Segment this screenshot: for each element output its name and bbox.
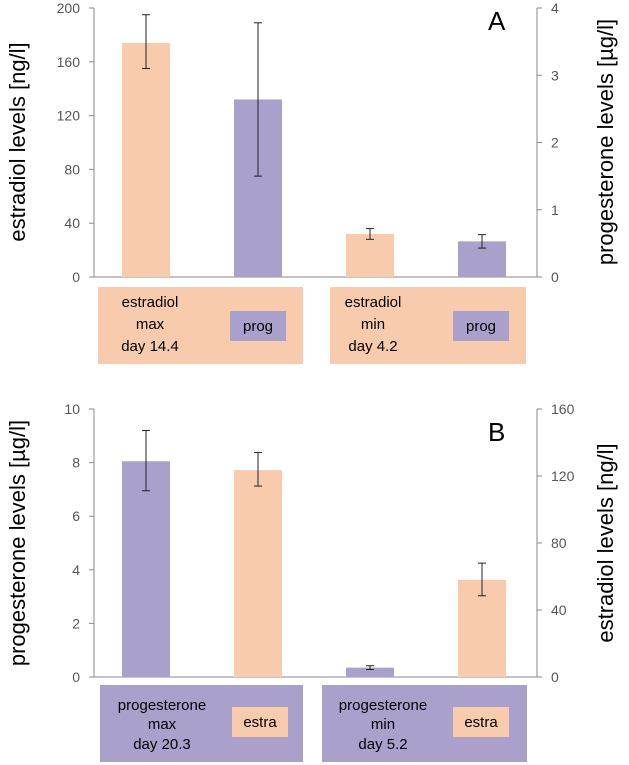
panel-b-right-ticks: 0 40 80 120 160: [537, 401, 575, 685]
panel-b-group-2-line-2: min: [371, 716, 395, 733]
panel-a-right-tick-label-1: 1: [551, 202, 559, 218]
panel-b-left-tick-label-2: 4: [72, 562, 80, 578]
panel-b-right-axis-label: estradiol levels [ng/l]: [593, 443, 618, 642]
panel-b-group-1-badge: [232, 707, 288, 737]
panel-b-group-2-badge-label: estra: [464, 714, 498, 731]
panel-b-group-2: progesterone min day 5.2 estra: [322, 685, 527, 762]
panel-a-letter: A: [488, 6, 506, 36]
panel-b-left-tick-label-5: 10: [64, 401, 80, 417]
panel-a-bar-3: [346, 233, 394, 277]
panel-a-bar-1: [122, 42, 170, 277]
panel-a-group-1: estradiol max day 14.4 prog: [98, 287, 303, 364]
panel-a-group-2-badge-label: prog: [466, 318, 496, 335]
panel-b-left-tick-label-1: 2: [72, 615, 80, 631]
panel-a-left-tick-label-5: 200: [57, 0, 81, 16]
panel-b-bar-3: [346, 667, 394, 677]
panel-a-right-tick-label-0: 0: [551, 269, 559, 285]
panel-a-group-2-line-1: estradiol: [345, 294, 402, 311]
panel-a-group-2-badge: [453, 311, 509, 341]
panel-b-left-tick-label-3: 6: [72, 508, 80, 524]
panel-a-right-ticks: 0 1 2 3 4: [537, 0, 559, 285]
panel-a-left-tick-label-1: 40: [64, 215, 80, 231]
panel-a-left-tick-label-3: 120: [57, 108, 81, 124]
panel-a-chart: A 0 40 80 120 160 200 0 1 2 3 4 estradiol levels …: [5, 0, 618, 364]
panel-b-left-axis-label: progesterone levels [µg/l]: [5, 420, 30, 666]
panel-a-group-1-badge: [230, 311, 286, 341]
panel-b-right-tick-label-4: 160: [551, 401, 575, 417]
panel-b-left-ticks: 0 2 4 6 8 10: [64, 401, 94, 685]
panel-a-left-ticks: 0 40 80 120 160 200: [57, 0, 94, 285]
panel-b-bar-1: [122, 461, 170, 677]
panel-a-group-2: estradiol min day 4.2 prog: [330, 287, 526, 364]
panel-a-group-2-line-2: min: [361, 316, 385, 333]
panel-b-left-tick-label-0: 0: [72, 669, 80, 685]
panel-b-right-tick-label-3: 120: [551, 468, 575, 484]
panel-b-bars: [122, 429, 506, 677]
panel-b-right-tick-label-2: 80: [551, 535, 567, 551]
panel-a-left-tick-label-4: 160: [57, 54, 81, 70]
panel-a-right-tick-label-2: 2: [551, 135, 559, 151]
panel-a-right-tick-label-3: 3: [551, 67, 559, 83]
panel-b-left-tick-label-4: 8: [72, 455, 80, 471]
panel-b-chart: B 0 2 4 6 8 10 0 40 80 120 160 progesterone level…: [5, 401, 618, 762]
panel-b-group-2-line-1: progesterone: [339, 697, 427, 714]
panel-b-group-1-line-1: progesterone: [118, 697, 206, 714]
panel-b-group-1-line-2: max: [148, 716, 177, 733]
panel-a-group-1-line-2: max: [136, 316, 165, 333]
panel-a-group-1-badge-label: prog: [243, 318, 273, 335]
panel-b-right-tick-label-0: 0: [551, 669, 559, 685]
panel-a-right-axis-label: progesterone levels [µg/l]: [593, 19, 618, 265]
panel-a-left-tick-label-2: 80: [64, 161, 80, 177]
panel-b-bar-2: [234, 470, 282, 677]
panel-a-bars: [122, 14, 506, 278]
panel-a-left-tick-label-0: 0: [72, 269, 80, 285]
panel-b-group-1: progesterone max day 20.3 estra: [100, 685, 303, 762]
panel-a-group-1-line-1: estradiol: [122, 294, 179, 311]
panel-b-group-1-badge-label: estra: [243, 714, 277, 731]
panel-a-left-axis-label: estradiol levels [ng/l]: [5, 42, 30, 241]
panel-a-group-1-line-3: day 14.4: [121, 338, 179, 355]
panel-a-group-2-line-3: day 4.2: [348, 338, 397, 355]
panel-b-group-2-line-3: day 5.2: [358, 736, 407, 753]
panel-b-right-tick-label-1: 40: [551, 602, 567, 618]
panel-b-group-2-badge: [453, 707, 509, 737]
panel-b-group-1-line-3: day 20.3: [133, 736, 191, 753]
panel-a-right-tick-label-4: 4: [551, 0, 559, 16]
panel-b-letter: B: [488, 417, 505, 447]
